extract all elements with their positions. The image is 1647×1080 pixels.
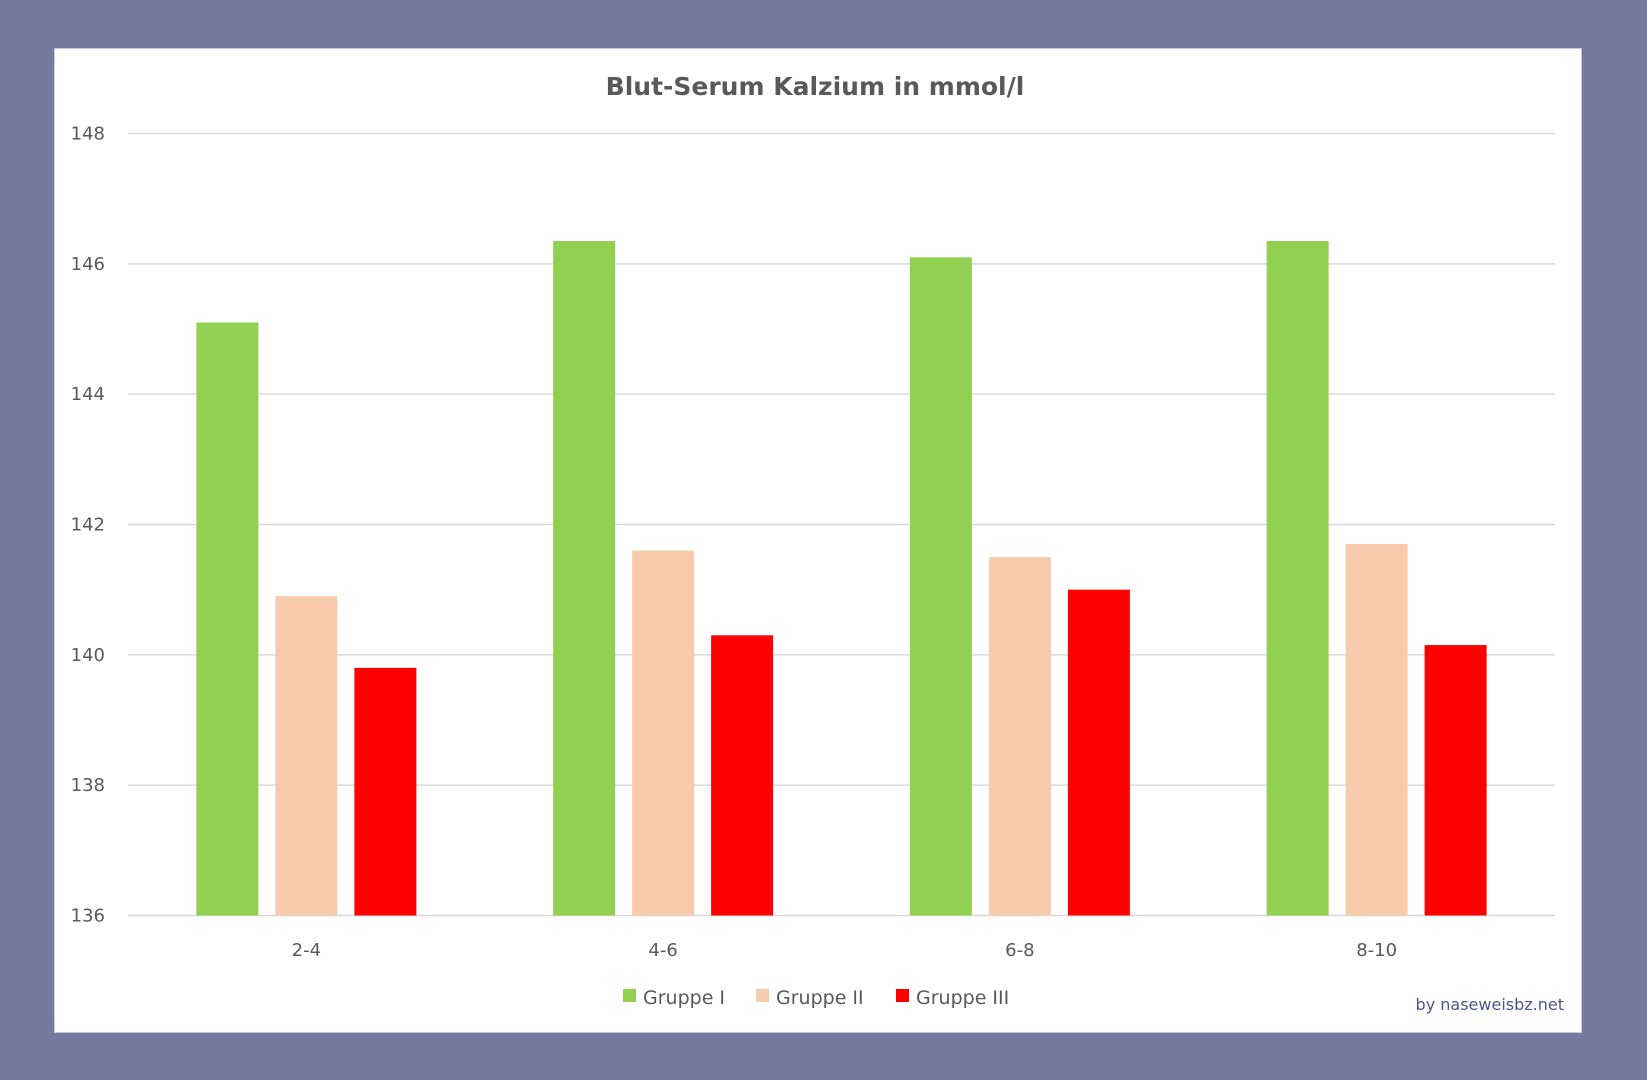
bar-gruppe-i-8-10 — [1266, 241, 1329, 916]
y-tick-label: 148 — [71, 124, 105, 145]
legend-swatch — [896, 989, 909, 1002]
bar-gruppe-ii-2-4 — [275, 596, 338, 916]
x-tick-label: 2-4 — [292, 940, 321, 961]
chart-title: Blut-Serum Kalzium in mmol/l — [606, 72, 1025, 101]
bar-gruppe-ii-8-10 — [1345, 544, 1408, 916]
y-tick-label: 144 — [71, 384, 105, 405]
bar-gruppe-i-6-8 — [909, 257, 972, 916]
legend-swatch — [756, 989, 769, 1002]
watermark: by naseweisbz.net — [1416, 995, 1564, 1014]
bar-gruppe-iii-6-8 — [1067, 589, 1130, 916]
y-tick-label: 140 — [71, 645, 105, 666]
y-tick-label: 146 — [71, 254, 105, 275]
legend-label: Gruppe I — [643, 987, 725, 1009]
y-tick-label: 138 — [71, 775, 105, 796]
x-tick-label: 6-8 — [1005, 940, 1034, 961]
bar-gruppe-i-4-6 — [553, 241, 616, 916]
y-tick-label: 142 — [71, 515, 105, 536]
legend-label: Gruppe II — [776, 987, 864, 1009]
bar-gruppe-iii-4-6 — [711, 635, 774, 916]
x-tick-label: 8-10 — [1356, 940, 1397, 961]
bar-gruppe-ii-6-8 — [988, 557, 1051, 916]
bar-gruppe-iii-8-10 — [1424, 645, 1487, 916]
legend-swatch — [623, 989, 636, 1002]
bar-gruppe-ii-4-6 — [632, 550, 695, 916]
bar-gruppe-i-2-4 — [196, 322, 259, 916]
bar-gruppe-iii-2-4 — [354, 667, 417, 916]
legend-label: Gruppe III — [916, 987, 1009, 1009]
x-tick-label: 4-6 — [648, 940, 677, 961]
y-tick-label: 136 — [71, 906, 105, 927]
